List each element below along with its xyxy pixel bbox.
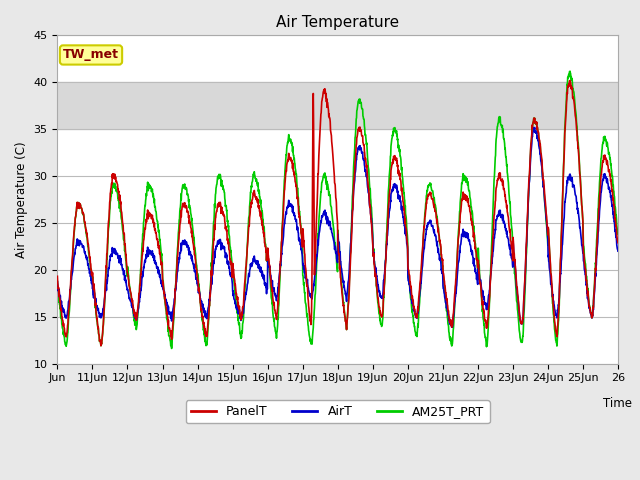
AirT	[349, 207, 356, 213]
Line: PanelT: PanelT	[58, 81, 618, 346]
AM25T_PRT	[236, 320, 243, 326]
AirT	[530, 125, 538, 131]
AirT	[54, 279, 61, 285]
PanelT	[54, 274, 61, 279]
Line: AirT: AirT	[58, 128, 618, 327]
AirT	[580, 268, 588, 274]
Text: TW_met: TW_met	[63, 48, 119, 61]
PanelT	[349, 207, 356, 213]
PanelT	[584, 288, 592, 294]
Line: AM25T_PRT: AM25T_PRT	[58, 71, 618, 348]
AirT	[236, 309, 243, 315]
AirT	[614, 248, 622, 254]
X-axis label: Time: Time	[604, 396, 632, 409]
AM25T_PRT	[580, 255, 588, 261]
AM25T_PRT	[614, 231, 622, 237]
AirT	[196, 288, 204, 294]
AM25T_PRT	[54, 279, 61, 285]
Bar	[58, 82, 618, 129]
AM25T_PRT	[584, 286, 592, 291]
AM25T_PRT	[566, 68, 574, 74]
AM25T_PRT	[257, 205, 265, 211]
Title: Air Temperature: Air Temperature	[276, 15, 399, 30]
Y-axis label: Air Temperature (C): Air Temperature (C)	[15, 141, 28, 258]
PanelT	[580, 262, 588, 267]
PanelT	[614, 240, 622, 246]
PanelT	[236, 303, 243, 309]
AirT	[584, 291, 592, 297]
Legend: PanelT, AirT, AM25T_PRT: PanelT, AirT, AM25T_PRT	[186, 400, 490, 423]
PanelT	[97, 343, 105, 348]
AM25T_PRT	[349, 190, 356, 196]
PanelT	[257, 216, 265, 222]
PanelT	[566, 78, 574, 84]
PanelT	[196, 292, 204, 298]
AirT	[257, 269, 265, 275]
AM25T_PRT	[168, 346, 175, 351]
AM25T_PRT	[196, 290, 204, 296]
AirT	[448, 324, 456, 330]
